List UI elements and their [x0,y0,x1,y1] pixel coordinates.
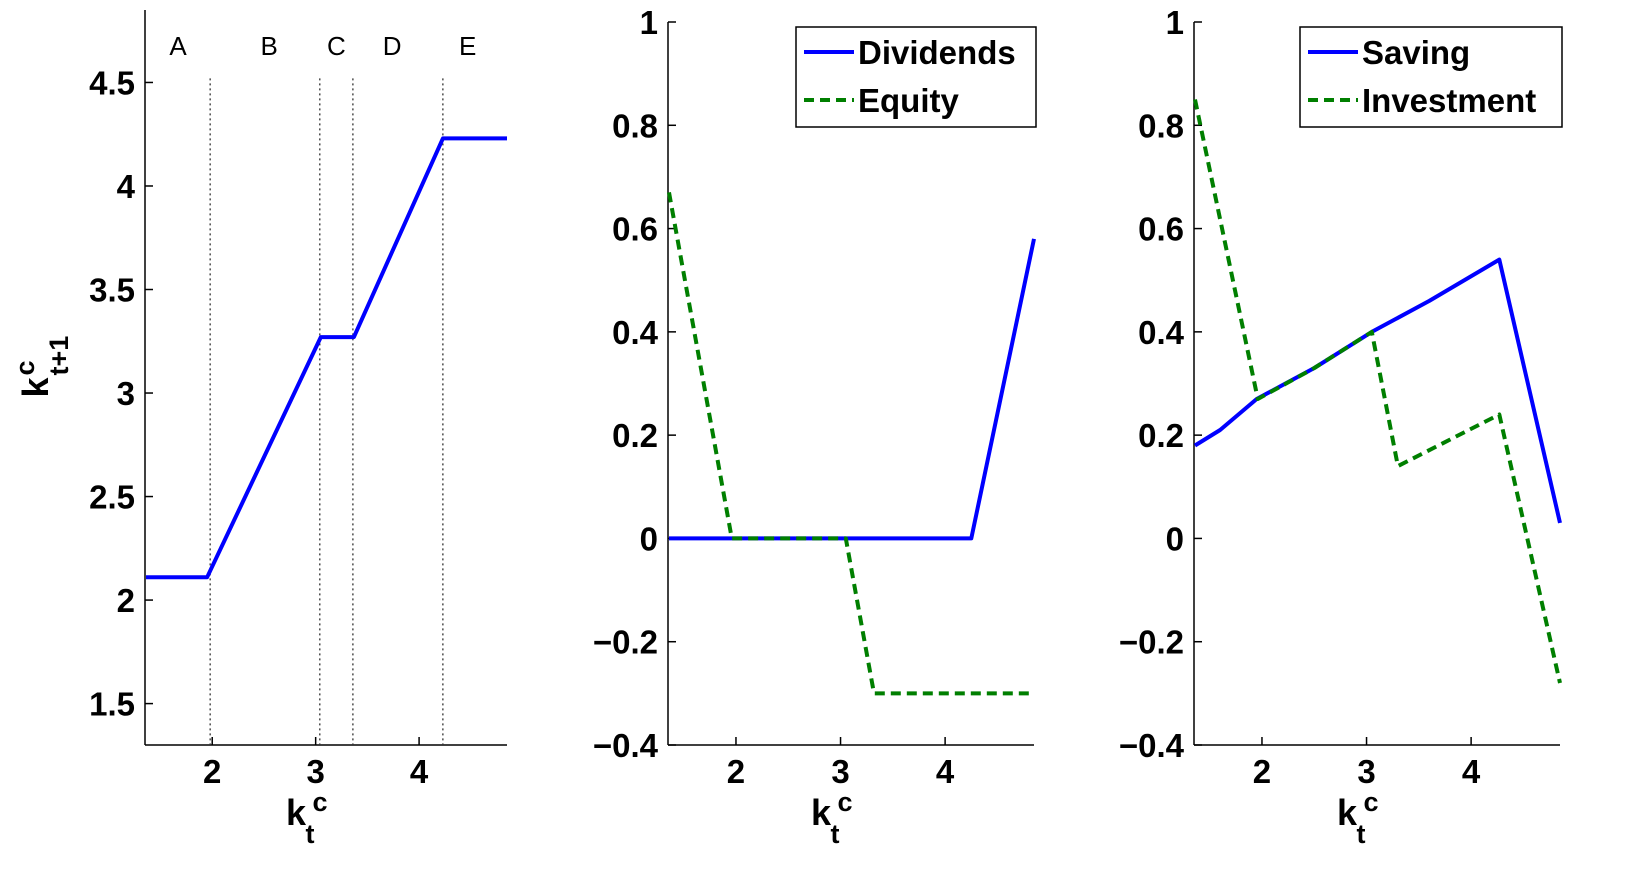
x-axis-label-base: k [1337,792,1358,833]
y-tick-label: 2 [117,582,135,619]
region-label-e: E [459,31,476,61]
x-axis-label-base: k [286,792,307,833]
legend-entry-investment: Investment [1362,82,1536,119]
series-line [146,136,507,580]
x-axis-label-sub: t [306,819,315,849]
x-tick-label: 2 [1253,753,1271,790]
y-tick-label: 0.6 [1138,211,1184,248]
x-axis-label-sup: c [312,787,327,817]
legend: Dividends Equity [795,26,1037,128]
y-tick-label: 3 [117,375,135,412]
series-line-investment [1193,99,1562,684]
y-tick-label: −0.4 [593,727,659,764]
y-tick-label: −0.2 [593,624,658,661]
y-axis-label-base: k [15,377,56,398]
y-tick-label: 1 [640,4,658,41]
y-tick-label: 0.4 [1138,314,1185,351]
y-tick-label: 0 [640,520,658,557]
region-label-c: C [327,31,346,61]
panel-saving-investment: −0.4 −0.2 0 0.2 0.4 0.6 0.8 1 2 3 4 k c t Saving Invest… [1119,4,1563,849]
y-tick-label: 0.8 [1138,107,1184,144]
legend-entry-equity: Equity [858,82,959,119]
y-tick-label: 0.6 [612,211,658,248]
x-tick-label: 2 [727,753,745,790]
series-line-saving [1193,257,1562,524]
y-axis-label-text: kc t+1 [10,336,74,398]
y-tick-label: 4.5 [89,64,135,101]
panel-capital-policy: 1.522.533.544.52 3 4k c tkc t+1A B C D E [10,10,507,849]
region-label-a: A [169,31,187,61]
y-tick-label: −0.2 [1119,624,1184,661]
legend-entry-saving: Saving [1362,34,1470,71]
y-tick-label: 1.5 [89,686,135,723]
region-label-d: D [383,31,402,61]
x-tick-label: 4 [410,753,429,790]
legend: Saving Investment [1299,26,1563,128]
x-axis-label-sub: t [1357,819,1366,849]
y-tick-label: −0.4 [1119,727,1185,764]
x-tick-label: 3 [1357,753,1375,790]
y-tick-label: 0.8 [612,107,658,144]
x-tick-label: 3 [306,753,324,790]
y-tick-label: 0.2 [612,417,658,454]
panel-dividends-equity: −0.4 −0.2 0 0.2 0.4 0.6 0.8 1 2 3 4 k c t Dividends Equ… [593,4,1037,849]
y-tick-label: 0.2 [1138,417,1184,454]
y-axis-label-sub: t+1 [44,336,74,376]
y-tick-label: 1 [1166,4,1184,41]
x-axis-label-sup: c [837,787,852,817]
y-tick-label: 0.4 [612,314,659,351]
x-tick-label: 4 [936,753,955,790]
legend-box [795,26,1037,128]
y-axis-label-sup: c [10,360,40,375]
x-tick-label: 3 [831,753,849,790]
series-line-equity [667,192,1034,696]
x-tick-label: 2 [203,753,221,790]
x-axis-label-sup: c [1363,787,1378,817]
legend-box [1299,26,1563,128]
x-tick-label: 4 [1462,753,1481,790]
y-axis-label: kc t+1 [10,336,74,398]
region-label-b: B [260,31,277,61]
x-axis-label-base: k [811,792,832,833]
y-tick-label: 3.5 [89,272,135,309]
y-tick-label: 4 [117,168,136,205]
y-tick-label: 2.5 [89,479,135,516]
legend-entry-dividends: Dividends [858,34,1016,71]
x-axis-label-sub: t [831,819,840,849]
y-tick-label: 0 [1166,520,1184,557]
